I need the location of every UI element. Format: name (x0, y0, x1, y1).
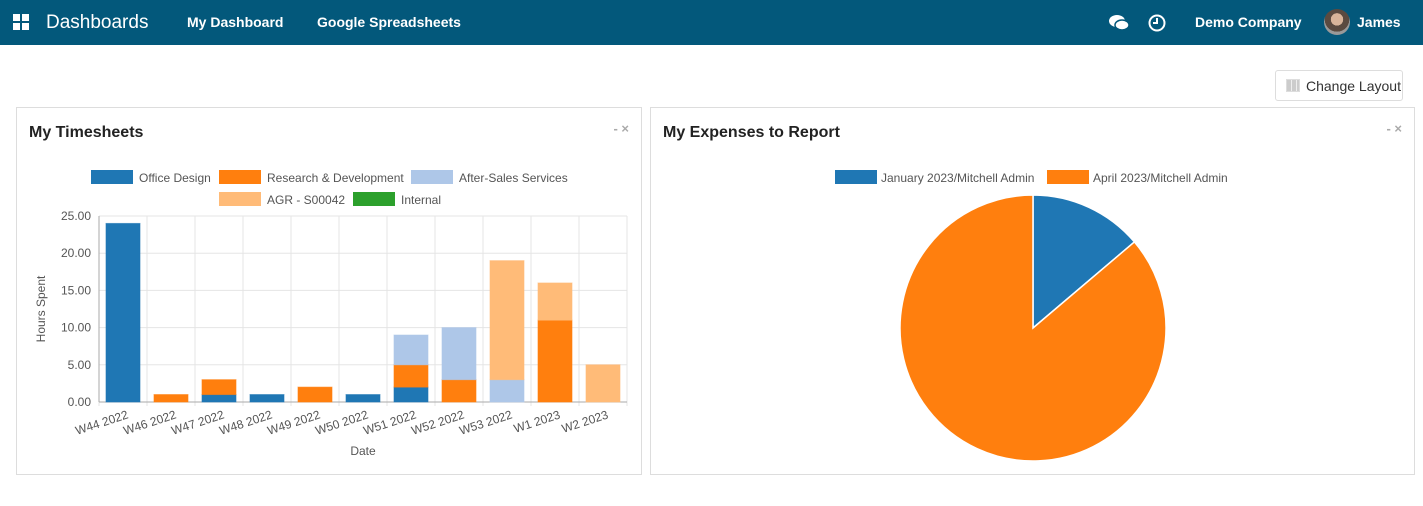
x-tick-label: W1 2023 (512, 407, 562, 435)
x-tick-label: W44 2022 (74, 407, 131, 437)
chat-icon[interactable] (1108, 13, 1130, 33)
pie-slice (899, 194, 1167, 462)
bar-segment (153, 394, 189, 403)
app-brand[interactable]: Dashboards (46, 12, 149, 33)
legend-swatch (219, 170, 261, 184)
legend-swatch (353, 192, 395, 206)
bar-segment (537, 319, 573, 403)
layout-icon (1286, 79, 1300, 92)
legend-swatch (91, 170, 133, 184)
bar-segment (393, 386, 429, 403)
card-controls[interactable]: - × (1386, 121, 1402, 136)
x-tick-label: W52 2022 (410, 407, 467, 437)
x-tick-label: W49 2022 (266, 407, 323, 437)
x-tick-label: W50 2022 (314, 407, 371, 437)
card-title: My Expenses to Report (663, 124, 840, 141)
bar-segment (585, 364, 621, 403)
bar-segment (393, 334, 429, 366)
y-tick-label: 25.00 (61, 209, 91, 223)
change-layout-button[interactable]: Change Layout (1275, 70, 1403, 101)
change-layout-label: Change Layout (1306, 77, 1401, 94)
legend-swatch (835, 170, 877, 184)
bar-segment (201, 394, 237, 403)
bar-segment (489, 379, 525, 403)
expenses-chart: January 2023/Mitchell Admin April 2023/Mi… (835, 170, 1228, 462)
expenses-card: My Expenses to Report - × January 2023/M… (650, 107, 1415, 475)
menu-my-dashboard[interactable]: My Dashboard (187, 14, 284, 30)
y-tick-label: 10.00 (61, 321, 91, 335)
bar-segment (105, 222, 141, 403)
menu-google-spreadsheets[interactable]: Google Spreadsheets (317, 14, 461, 30)
apps-icon[interactable] (13, 14, 29, 30)
legend-label: January 2023/Mitchell Admin (881, 171, 1034, 185)
x-tick-label: W53 2022 (458, 407, 515, 437)
legend-label: AGR - S00042 (267, 193, 345, 207)
y-tick-label: 20.00 (61, 246, 91, 260)
company-switcher[interactable]: Demo Company (1195, 14, 1302, 30)
bar-segment (297, 386, 333, 403)
x-tick-label: W46 2022 (122, 407, 179, 437)
y-tick-label: 15.00 (61, 283, 91, 297)
card-title: My Timesheets (29, 124, 144, 141)
bar-segment (201, 379, 237, 396)
bar-segment (441, 379, 477, 403)
y-tick-label: 5.00 (68, 358, 92, 372)
legend-label: Office Design (139, 171, 211, 185)
x-tick-label: W47 2022 (170, 407, 227, 437)
legend-label: April 2023/Mitchell Admin (1093, 171, 1228, 185)
x-tick-label: W48 2022 (218, 407, 275, 437)
x-tick-label: W51 2022 (362, 407, 419, 437)
legend-swatch (411, 170, 453, 184)
bar-segment (441, 327, 477, 381)
legend-swatch (1047, 170, 1089, 184)
legend-label: After-Sales Services (459, 171, 568, 185)
y-axis-label: Hours Spent (34, 275, 48, 342)
bar-segment (249, 394, 285, 403)
timesheets-chart: Office Design Research & Development After… (34, 170, 628, 458)
timesheets-card: My Timesheets - × Office Design Research … (16, 107, 642, 475)
x-tick-label: W2 2023 (560, 407, 610, 435)
legend-label: Internal (401, 193, 441, 207)
user-menu[interactable]: James (1357, 14, 1401, 30)
card-controls[interactable]: - × (613, 121, 629, 136)
pie-slice (1032, 194, 1136, 330)
bar-segment (345, 394, 381, 403)
x-axis-label: Date (350, 444, 376, 458)
y-tick-label: 0.00 (68, 395, 92, 409)
bar-segment (393, 364, 429, 388)
legend-label: Research & Development (267, 171, 404, 185)
top-navbar: Dashboards My Dashboard Google Spreadshe… (0, 0, 1423, 45)
avatar[interactable] (1324, 9, 1350, 35)
bar-segment (489, 260, 525, 381)
clock-icon[interactable] (1148, 13, 1168, 33)
bar-segment (537, 282, 573, 321)
legend-swatch (219, 192, 261, 206)
